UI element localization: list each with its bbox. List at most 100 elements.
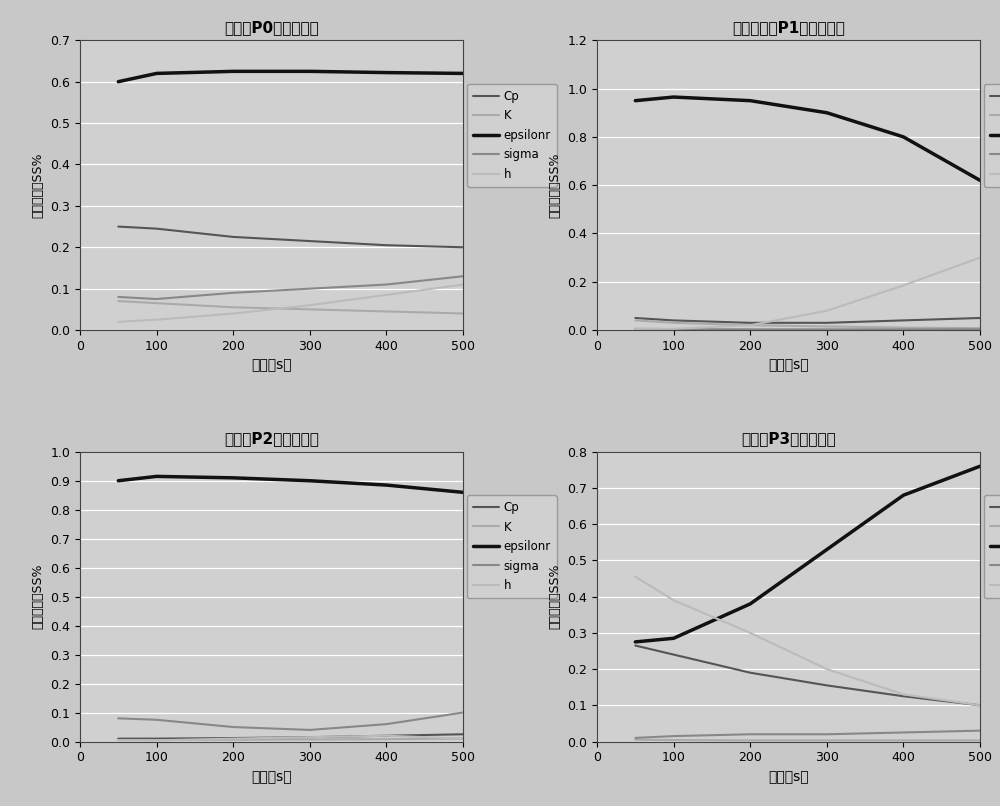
K — [227, 735, 239, 745]
Title: 中心点P0方差贡献率: 中心点P0方差贡献率 — [224, 20, 319, 35]
epsilonr — [668, 92, 680, 102]
K — [227, 302, 239, 312]
epsilonr — [897, 490, 909, 500]
K — [744, 321, 756, 330]
sigma — [629, 324, 641, 334]
K — [304, 734, 316, 744]
h — [304, 301, 316, 310]
Line: K: K — [118, 301, 463, 314]
sigma — [897, 728, 909, 737]
epsilonr — [668, 634, 680, 643]
K — [112, 735, 124, 745]
h — [112, 735, 124, 745]
Legend: Cp, K, epsilonr, sigma, h: Cp, K, epsilonr, sigma, h — [467, 495, 557, 598]
h — [744, 321, 756, 330]
h — [227, 733, 239, 743]
Legend: Cp, K, epsilonr, sigma, h: Cp, K, epsilonr, sigma, h — [467, 84, 557, 186]
K — [821, 322, 833, 331]
Cp — [304, 733, 316, 742]
h — [668, 324, 680, 334]
h — [744, 628, 756, 638]
X-axis label: 时间（s）: 时间（s） — [251, 359, 292, 372]
K — [457, 733, 469, 743]
Cp — [457, 243, 469, 252]
Line: Cp: Cp — [118, 226, 463, 247]
epsilonr — [304, 476, 316, 485]
epsilonr — [457, 69, 469, 78]
h — [629, 572, 641, 582]
Cp — [897, 692, 909, 701]
epsilonr — [744, 96, 756, 106]
h — [380, 731, 392, 741]
Line: epsilonr: epsilonr — [118, 72, 463, 81]
h — [821, 664, 833, 674]
Cp — [629, 641, 641, 650]
K — [629, 735, 641, 745]
sigma — [744, 729, 756, 739]
Line: h: h — [118, 736, 463, 741]
Line: sigma: sigma — [118, 276, 463, 299]
Cp — [974, 700, 986, 710]
sigma — [151, 294, 163, 304]
Legend: Cp, K, epsilonr, sigma, h: Cp, K, epsilonr, sigma, h — [984, 495, 1000, 598]
Cp — [629, 314, 641, 323]
epsilonr — [974, 461, 986, 471]
Cp — [974, 314, 986, 323]
h — [668, 596, 680, 605]
epsilonr — [227, 473, 239, 483]
h — [304, 733, 316, 742]
h — [151, 736, 163, 746]
Line: Cp: Cp — [635, 318, 980, 323]
epsilonr — [629, 637, 641, 646]
sigma — [629, 733, 641, 743]
h — [821, 306, 833, 316]
Line: h: h — [635, 258, 980, 329]
Cp — [744, 668, 756, 678]
sigma — [112, 292, 124, 301]
K — [112, 297, 124, 306]
h — [457, 733, 469, 743]
Line: Cp: Cp — [118, 734, 463, 738]
K — [629, 316, 641, 326]
sigma — [227, 722, 239, 732]
K — [380, 306, 392, 316]
Legend: Cp, K, epsilonr, sigma, h: Cp, K, epsilonr, sigma, h — [984, 84, 1000, 186]
K — [151, 735, 163, 745]
sigma — [457, 272, 469, 281]
Cp — [112, 733, 124, 743]
h — [380, 290, 392, 300]
sigma — [112, 713, 124, 723]
K — [974, 323, 986, 333]
Title: 近场点P2方差贡献率: 近场点P2方差贡献率 — [224, 431, 319, 447]
h — [897, 690, 909, 700]
Y-axis label: 方差贡献率SS%: 方差贡献率SS% — [32, 152, 45, 218]
Line: epsilonr: epsilonr — [118, 476, 463, 492]
Y-axis label: 方差贡献率SS%: 方差贡献率SS% — [32, 564, 45, 629]
epsilonr — [974, 176, 986, 185]
h — [629, 324, 641, 334]
Cp — [151, 224, 163, 234]
h — [151, 315, 163, 325]
Title: 远场点P3方差贡献率: 远场点P3方差贡献率 — [741, 431, 836, 447]
Line: sigma: sigma — [635, 731, 980, 738]
K — [974, 736, 986, 746]
sigma — [668, 731, 680, 741]
epsilonr — [821, 545, 833, 555]
sigma — [304, 284, 316, 293]
X-axis label: 时间（s）: 时间（s） — [251, 770, 292, 783]
h — [112, 317, 124, 326]
X-axis label: 时间（s）: 时间（s） — [768, 770, 809, 783]
K — [668, 735, 680, 745]
Line: h: h — [635, 577, 980, 705]
sigma — [821, 729, 833, 739]
h — [974, 253, 986, 263]
Y-axis label: 方差贡献率SS%: 方差贡献率SS% — [549, 152, 562, 218]
K — [380, 734, 392, 744]
K — [304, 305, 316, 314]
K — [821, 736, 833, 746]
sigma — [304, 725, 316, 735]
Cp — [821, 318, 833, 328]
epsilonr — [380, 68, 392, 77]
Line: epsilonr: epsilonr — [635, 97, 980, 181]
epsilonr — [457, 488, 469, 497]
